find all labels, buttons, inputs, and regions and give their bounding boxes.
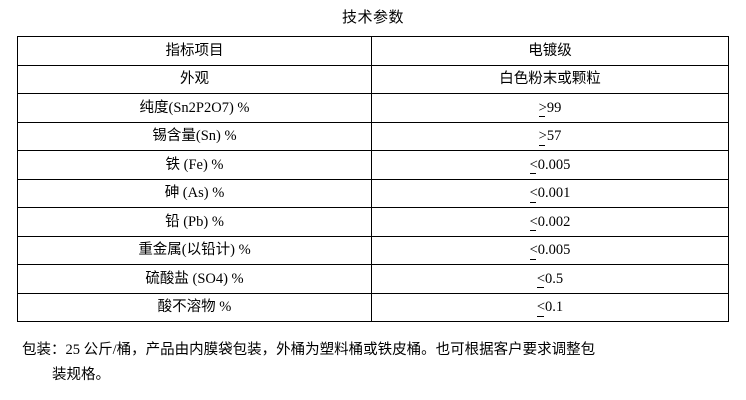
- item-value: 0.1: [545, 299, 564, 316]
- page-title: 技术参数: [341, 10, 404, 26]
- cell-item-name: 硫酸盐 (SO4) %: [17, 264, 372, 294]
- header-label-item: 指标项目: [165, 42, 224, 59]
- cell-item-value: >99: [371, 93, 729, 123]
- cell-item-name: 酸不溶物 %: [17, 292, 372, 322]
- item-label: 硫酸盐 (SO4) %: [145, 270, 244, 287]
- table-row: 外观 白色粉末或颗粒: [17, 64, 729, 94]
- item-label: 外观: [180, 71, 209, 88]
- cell-item-value: 白色粉末或颗粒: [371, 64, 729, 94]
- item-value: 0.005: [537, 242, 571, 259]
- cell-item-value: <0.1: [371, 292, 729, 322]
- table-header-row: 指标项目 电镀级: [17, 36, 729, 66]
- less-equal-icon: <: [529, 185, 538, 203]
- cell-item-value: <0.005: [371, 150, 729, 180]
- greater-equal-icon: >: [538, 99, 547, 117]
- cell-item-name: 铅 (Pb) %: [17, 207, 372, 237]
- item-label: 纯度(Sn2P2O7) %: [139, 99, 250, 116]
- table-header-cell-item: 指标项目: [17, 36, 372, 66]
- item-label: 重金属(以铅计) %: [138, 242, 251, 259]
- packaging-note-line-2: 装规格。: [52, 367, 110, 383]
- cell-item-name: 铁 (Fe) %: [17, 150, 372, 180]
- table-row: 纯度(Sn2P2O7) % >99: [17, 93, 729, 123]
- less-equal-icon: <: [536, 299, 546, 317]
- packaging-note: 包装：25 公斤/桶，产品由内膜袋包装，外桶为塑料桶或铁皮桶。也可根据客户要求调…: [22, 338, 728, 388]
- item-value: 0.5: [545, 270, 564, 287]
- cell-item-value: <0.5: [371, 264, 729, 294]
- item-label: 铅 (Pb) %: [165, 213, 224, 230]
- table-row: 酸不溶物 % <0.1: [17, 292, 729, 322]
- table-row: 重金属(以铅计) % <0.005: [17, 235, 729, 265]
- item-value: 0.001: [537, 185, 571, 202]
- table-row: 锡含量(Sn) % >57: [17, 121, 729, 151]
- table-row: 铁 (Fe) % <0.005: [17, 150, 729, 180]
- less-equal-icon: <: [529, 156, 538, 174]
- less-equal-icon: <: [529, 213, 538, 231]
- item-value: 0.002: [537, 213, 571, 230]
- table-row: 硫酸盐 (SO4) % <0.5: [17, 264, 729, 294]
- table-body: 指标项目 电镀级 外观 白色粉末或颗粒 纯度(Sn2P2O7) %: [17, 36, 729, 322]
- cell-item-value: <0.001: [371, 178, 729, 208]
- item-label: 酸不溶物 %: [157, 299, 232, 316]
- item-label: 砷 (As) %: [164, 185, 225, 202]
- item-label: 锡含量(Sn) %: [152, 128, 237, 145]
- cell-item-name: 外观: [17, 64, 372, 94]
- table-row: 铅 (Pb) % <0.002: [17, 207, 729, 237]
- cell-item-name: 重金属(以铅计) %: [17, 235, 372, 265]
- cell-item-name: 纯度(Sn2P2O7) %: [17, 93, 372, 123]
- cell-item-name: 锡含量(Sn) %: [17, 121, 372, 151]
- cell-item-name: 砷 (As) %: [17, 178, 372, 208]
- item-value: 0.005: [537, 156, 571, 173]
- table-row: 砷 (As) % <0.001: [17, 178, 729, 208]
- less-equal-icon: <: [536, 270, 546, 288]
- item-value: 57: [546, 128, 562, 145]
- item-label: 铁 (Fe) %: [165, 156, 224, 173]
- less-equal-icon: <: [529, 242, 538, 260]
- packaging-note-line-1: 包装：25 公斤/桶，产品由内膜袋包装，外桶为塑料桶或铁皮桶。也可根据客户要求调…: [22, 342, 596, 358]
- item-value: 99: [546, 99, 562, 116]
- specification-table: 指标项目 电镀级 外观 白色粉末或颗粒 纯度(Sn2P2O7) %: [17, 36, 729, 322]
- cell-item-value: <0.002: [371, 207, 729, 237]
- cell-item-value: <0.005: [371, 235, 729, 265]
- cell-item-value: >57: [371, 121, 729, 151]
- header-label-grade: 电镀级: [528, 42, 572, 59]
- greater-equal-icon: >: [538, 128, 547, 146]
- table-header-cell-grade: 电镀级: [371, 36, 729, 66]
- item-value: 白色粉末或颗粒: [499, 71, 601, 88]
